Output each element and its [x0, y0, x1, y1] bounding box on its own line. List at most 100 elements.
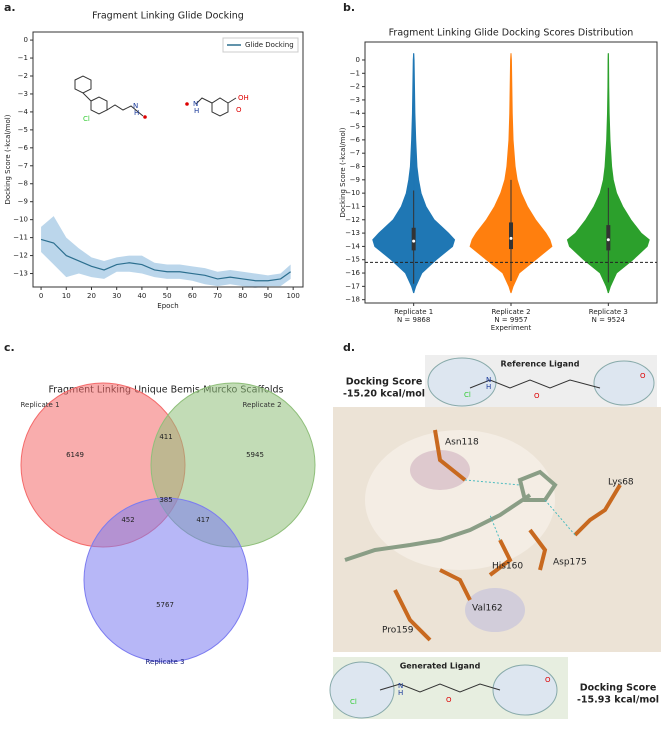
- molecules: [74, 75, 237, 117]
- y-tick-label: −18: [345, 296, 360, 304]
- y-tick-label: −11: [345, 202, 360, 210]
- y-tick-label: −17: [345, 282, 360, 290]
- highlight: [492, 664, 558, 716]
- median: [509, 236, 513, 240]
- y-tick-label: −6: [18, 144, 29, 152]
- y-tick-label: −13: [345, 229, 360, 237]
- y-tick-label: −5: [18, 126, 28, 134]
- atom: O: [534, 392, 540, 400]
- score-value: -15.93 kcal/mol: [577, 695, 659, 706]
- panel-label: d.: [343, 341, 355, 354]
- y-tick-label: −4: [18, 108, 29, 116]
- violin-half: [413, 53, 456, 294]
- ring: [90, 96, 108, 115]
- residue-stick: [488, 539, 513, 577]
- n-label: N = 9957: [494, 316, 527, 324]
- residue-stick: [393, 589, 432, 642]
- y-tick-label: −7: [350, 149, 360, 157]
- atom: Cl: [464, 391, 471, 399]
- y-tick-label: −4: [350, 109, 361, 117]
- y-tick-label: −13: [13, 270, 28, 278]
- n-label: N = 9524: [592, 316, 626, 324]
- y-tick-label: −10: [345, 189, 360, 197]
- atom: H: [134, 109, 139, 117]
- ring: [74, 75, 92, 94]
- panel-label: c.: [4, 341, 15, 354]
- residue-stick: [433, 429, 467, 482]
- region-count: 6149: [66, 451, 84, 459]
- attach-point: [185, 102, 189, 106]
- y-tick-label: −5: [350, 123, 360, 131]
- y-tick-label: −8: [350, 163, 360, 171]
- box: [411, 227, 416, 251]
- violin-half: [566, 53, 609, 294]
- y-tick-label: −2: [18, 72, 28, 80]
- y-tick-label: −12: [345, 216, 360, 224]
- set-label: Replicate 1: [20, 401, 59, 409]
- y-tick-label: 0: [24, 36, 28, 44]
- atom: H: [194, 107, 199, 115]
- x-tick-label: 50: [163, 292, 172, 300]
- atom: H: [398, 689, 403, 697]
- box: [606, 225, 611, 251]
- generated-title: Generated Ligand: [400, 662, 481, 671]
- atom: Cl: [350, 698, 357, 706]
- region-count: 385: [159, 496, 172, 504]
- x-tick-label: 40: [137, 292, 146, 300]
- score-value: -15.20 kcal/mol: [343, 389, 425, 400]
- atom: H: [486, 383, 491, 391]
- y-tick-label: −15: [345, 256, 360, 264]
- atom: N: [486, 376, 491, 384]
- residue-stick: [439, 568, 472, 601]
- atom: Cl: [83, 115, 90, 123]
- x-tick-label: Replicate 1: [394, 308, 433, 316]
- band: [41, 216, 291, 288]
- hbonds: [464, 479, 576, 541]
- atom: O: [545, 676, 551, 684]
- x-tick-label: 70: [213, 292, 222, 300]
- chart-title: Fragment Linking Unique Bemis-Murcko Sca…: [49, 385, 284, 396]
- chart-title: Fragment Linking Glide Docking Scores Di…: [389, 28, 634, 39]
- atom: O: [236, 106, 242, 114]
- residue-label: His160: [492, 562, 523, 572]
- set-label: Replicate 3: [145, 658, 184, 666]
- y-axis-label: Docking Score (-kcal/mol): [339, 127, 347, 217]
- panel-label: a.: [4, 1, 16, 14]
- n-label: N = 9868: [397, 316, 430, 324]
- hbond: [489, 514, 501, 541]
- x-tick-label: 0: [39, 292, 43, 300]
- ligand-chain: [469, 379, 601, 389]
- atom: N: [133, 102, 138, 110]
- ligand-sticks: [344, 469, 558, 562]
- violin-half: [372, 53, 415, 294]
- x-tick-label: Replicate 3: [589, 308, 628, 316]
- y-tick-label: −7: [18, 162, 28, 170]
- plot-frame: [364, 41, 658, 304]
- residue-stick: [528, 528, 548, 571]
- y-tick-label: −2: [350, 83, 360, 91]
- y-tick-label: −14: [345, 242, 360, 250]
- bond: [195, 97, 229, 117]
- score-label: Docking Score: [580, 683, 657, 694]
- y-tick-label: −11: [13, 234, 28, 242]
- x-tick-label: 80: [238, 292, 247, 300]
- atom: O: [640, 372, 646, 380]
- region-count: 417: [196, 516, 209, 524]
- highlight: [329, 661, 395, 719]
- legend-box: [222, 37, 299, 53]
- box: [509, 222, 513, 250]
- y-tick-label: −9: [18, 198, 28, 206]
- y-axis-label: Docking Score (-kcal/mol): [4, 114, 12, 204]
- x-tick-label: 60: [188, 292, 197, 300]
- y-tick-label: 0: [356, 56, 360, 64]
- legend-label: Glide Docking: [245, 41, 294, 49]
- y-tick-label: −8: [18, 180, 28, 188]
- region-count: 5767: [156, 601, 174, 609]
- median: [606, 238, 610, 242]
- y-tick-label: −6: [350, 136, 361, 144]
- region-count: 411: [159, 433, 172, 441]
- median: [412, 239, 416, 243]
- plot-frame: [32, 31, 304, 288]
- y-tick-label: −9: [350, 176, 360, 184]
